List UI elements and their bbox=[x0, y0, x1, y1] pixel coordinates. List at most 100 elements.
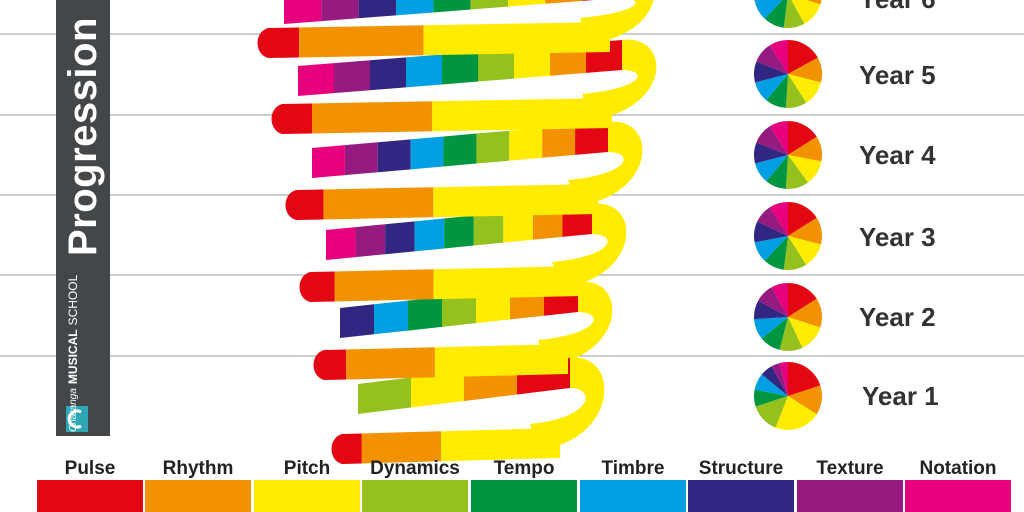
wheel-5-slice-structure bbox=[754, 61, 788, 83]
wheel-6-slice-dynamics bbox=[783, 0, 805, 28]
wheel-1-slice-texture bbox=[771, 363, 788, 396]
wheel-1-slice-pitch bbox=[775, 396, 817, 430]
brand-wordmark: Charanga MUSICAL SCHOOL bbox=[66, 275, 80, 432]
wheel-4-slice-rhythm bbox=[788, 136, 822, 162]
ribbon-front-4-2 bbox=[433, 184, 598, 218]
ribbon-front-2-0 bbox=[324, 349, 347, 380]
ribbon-back-4-2 bbox=[377, 139, 411, 173]
brand-suffix: SCHOOL bbox=[66, 274, 80, 326]
wheel-4-slice-structure bbox=[754, 142, 788, 164]
ribbon-curl-1 bbox=[530, 357, 605, 450]
wheel-5-slice-tempo bbox=[766, 74, 788, 108]
wheel-5-slice-pulse bbox=[788, 40, 818, 74]
ribbon-back-3-3 bbox=[414, 218, 445, 252]
legend-swatch-notation bbox=[905, 480, 1011, 512]
ribbon-back-3-2 bbox=[385, 221, 415, 255]
ribbon-back-6-8 bbox=[582, 0, 595, 1]
legend-label-structure: Structure bbox=[698, 458, 784, 479]
wheel-2-slice-tempo bbox=[761, 317, 788, 350]
ribbon-back-6-5 bbox=[470, 0, 508, 10]
wheel-5-slice-notation bbox=[769, 40, 788, 74]
ribbon-front-2-2 bbox=[434, 344, 568, 378]
wheel-4-slice-texture bbox=[756, 126, 788, 155]
legend-swatch-texture bbox=[797, 480, 903, 512]
wheel-5-slice-rhythm bbox=[788, 57, 822, 83]
wheel-5-slice-dynamics bbox=[785, 74, 807, 108]
legend-swatch-timbre bbox=[580, 480, 686, 512]
wheel-3-slice-pitch bbox=[788, 236, 821, 265]
ribbon-back-6-7 bbox=[545, 0, 583, 4]
wheel-4-slice-pulse bbox=[788, 121, 817, 155]
wheel-6-slice-pitch bbox=[791, 0, 821, 24]
wheel-3-slice-structure bbox=[754, 221, 788, 243]
wheel-4-slice-dynamics bbox=[785, 155, 808, 189]
wheel-3-slice-pulse bbox=[788, 202, 817, 236]
ribbon-cap-6 bbox=[257, 28, 268, 58]
brand-prefix: Charanga bbox=[67, 388, 79, 432]
charanga-logo-icon bbox=[66, 406, 88, 432]
ribbon-front-5-1 bbox=[312, 101, 432, 134]
wheel-3-slice-texture bbox=[757, 207, 788, 236]
ribbon-back-3-1 bbox=[355, 224, 386, 258]
ribbon-back-6-2 bbox=[358, 0, 396, 19]
progression-ribbon bbox=[257, 0, 657, 464]
ribbon-front-6-0 bbox=[268, 27, 300, 58]
wheel-4-slice-pitch bbox=[788, 155, 822, 183]
ribbon-back-4-4 bbox=[443, 133, 477, 167]
wheel-2-slice-structure bbox=[753, 300, 788, 320]
ribbon-front-1-0 bbox=[342, 433, 362, 464]
ribbon-cap-3 bbox=[299, 272, 310, 302]
wheel-6-slice-rhythm bbox=[806, 0, 822, 5]
ribbon-front-3-2 bbox=[433, 266, 582, 300]
wheel-3-slice-rhythm bbox=[788, 217, 822, 245]
ribbon-front-1-1 bbox=[361, 431, 442, 464]
legend-label-texture: Texture bbox=[816, 458, 884, 479]
ribbon-back-4-3 bbox=[410, 136, 444, 170]
wheel-6-slice-tempo bbox=[764, 0, 788, 28]
wheel-2-slice-pulse bbox=[788, 283, 817, 317]
ribbon-back-3-6 bbox=[503, 209, 533, 243]
year-label-1: Year 1 bbox=[862, 381, 939, 411]
ribbon-back-4-8 bbox=[575, 122, 608, 155]
wheel-2-slice-timbre bbox=[754, 317, 788, 339]
ribbon-front-1-2 bbox=[441, 428, 560, 462]
legend-label-timbre: Timbre bbox=[601, 458, 665, 479]
legend-label-pulse: Pulse bbox=[64, 458, 116, 479]
legend-label-rhythm: Rhythm bbox=[162, 458, 234, 479]
wheel-1-slice-pulse bbox=[788, 362, 821, 396]
ribbon-back-2-1 bbox=[374, 300, 408, 335]
ribbon-back-5-1 bbox=[334, 60, 370, 94]
ribbon-cap-5 bbox=[271, 104, 282, 134]
legend-label-notation: Notation bbox=[919, 458, 997, 479]
ribbon-front-3-1 bbox=[334, 269, 434, 302]
ribbon-front-6-1 bbox=[299, 25, 424, 58]
ribbon-cap-4 bbox=[285, 190, 296, 220]
wheel-4-slice-timbre bbox=[755, 155, 788, 182]
ribbon-cap-2 bbox=[313, 350, 324, 380]
wheel-5-slice-pitch bbox=[788, 74, 821, 103]
ribbon-back-4-6 bbox=[509, 127, 543, 161]
year-label-5: Year 5 bbox=[859, 60, 936, 90]
year-label-2: Year 2 bbox=[859, 302, 936, 332]
ribbon-back-2-0 bbox=[340, 304, 374, 338]
ribbon-back-5-4 bbox=[442, 51, 478, 85]
wheel-1-slice-rhythm bbox=[788, 385, 822, 415]
wheel-1-slice-notation bbox=[779, 362, 788, 396]
wheel-4-slice-notation bbox=[769, 121, 788, 155]
ribbon-back-4-1 bbox=[344, 142, 378, 176]
ribbon-back-5-0 bbox=[298, 63, 334, 96]
diagram-title: Progression bbox=[61, 17, 105, 256]
wheel-2-slice-rhythm bbox=[788, 298, 822, 328]
wheel-4-slice-tempo bbox=[766, 155, 788, 189]
ribbon-front-2-1 bbox=[346, 347, 435, 380]
ribbon-back-4-7 bbox=[542, 124, 576, 158]
ribbon-front-5-0 bbox=[282, 103, 312, 134]
legend-label-tempo: Tempo bbox=[493, 458, 555, 479]
ribbon-back-1-0 bbox=[358, 377, 411, 414]
ribbon-front-3-0 bbox=[310, 271, 335, 302]
brand-name: MUSICAL bbox=[66, 329, 80, 385]
ribbon-back-4-0 bbox=[312, 145, 345, 178]
ribbon-back-5-6 bbox=[514, 45, 550, 79]
